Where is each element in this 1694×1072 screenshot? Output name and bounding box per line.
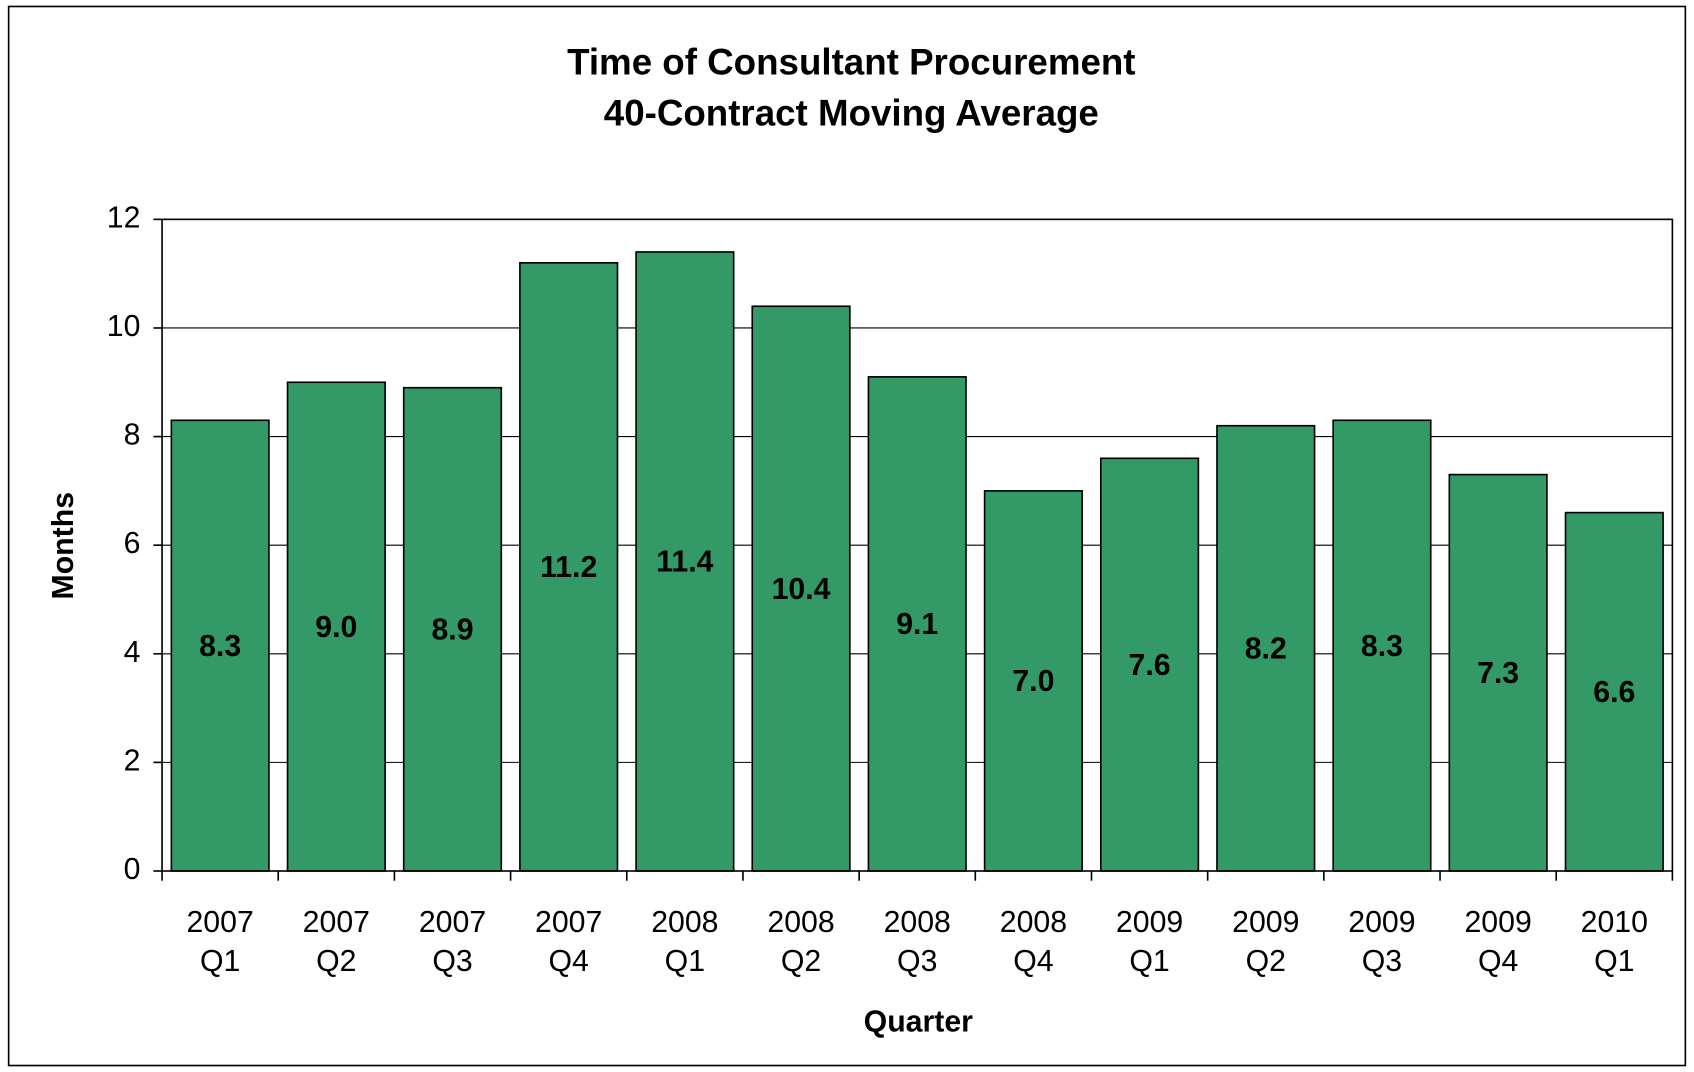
y-tick-label: 10 <box>107 310 141 343</box>
data-label: 8.3 <box>1361 630 1403 663</box>
x-tick-label: 2008 <box>651 906 718 939</box>
bar <box>1448 473 1548 872</box>
bar <box>286 381 386 872</box>
chart-title: Time of Consultant Procurement <box>567 42 1135 83</box>
data-label: 8.2 <box>1245 633 1287 666</box>
data-label: 9.1 <box>896 608 938 641</box>
data-label: 11.2 <box>540 551 597 584</box>
bar <box>1564 511 1664 872</box>
y-tick-label: 4 <box>124 636 141 669</box>
chart-subtitle: 40-Contract Moving Average <box>604 92 1099 133</box>
x-tick-label: 2009 <box>1232 906 1299 939</box>
y-tick-label: 12 <box>107 201 141 234</box>
x-tick-label: Q2 <box>316 945 356 978</box>
x-tick-label: 2007 <box>186 906 253 939</box>
x-tick-label: 2008 <box>1000 906 1067 939</box>
x-tick-label: 2008 <box>767 906 834 939</box>
x-tick-label: Q1 <box>200 945 240 978</box>
x-tick-label: 2010 <box>1581 906 1648 939</box>
data-label: 11.4 <box>656 546 713 579</box>
data-label: 8.3 <box>199 630 241 663</box>
data-label: 7.6 <box>1129 649 1171 682</box>
x-tick-label: Q1 <box>1129 945 1169 978</box>
bar <box>751 305 851 872</box>
bar <box>867 376 967 872</box>
data-label: 6.6 <box>1593 676 1635 709</box>
x-tick-label: Q3 <box>1362 945 1402 978</box>
data-label: 7.3 <box>1477 657 1519 690</box>
y-tick-label: 0 <box>124 853 141 886</box>
x-tick-label: 2007 <box>535 906 602 939</box>
bar <box>983 490 1084 872</box>
y-axis-label: Months <box>47 492 80 600</box>
x-tick-label: Q1 <box>1594 945 1634 978</box>
y-tick-label: 6 <box>124 527 141 560</box>
bar <box>635 251 735 872</box>
x-axis-label: Quarter <box>864 1005 973 1038</box>
x-tick-label: 2007 <box>303 906 370 939</box>
data-label: 10.4 <box>772 573 831 606</box>
plot-border <box>161 218 1674 872</box>
data-label: 8.9 <box>431 613 473 646</box>
bar <box>170 419 270 872</box>
y-tick-label: 2 <box>124 744 141 777</box>
x-tick-label: 2009 <box>1348 906 1415 939</box>
x-tick-label: 2008 <box>884 906 951 939</box>
x-tick-label: Q1 <box>665 945 705 978</box>
bar <box>519 262 619 872</box>
x-tick-label: Q4 <box>1478 945 1518 978</box>
x-tick-label: Q2 <box>781 945 821 978</box>
bar <box>402 386 503 872</box>
y-tick-label: 8 <box>124 419 141 452</box>
x-tick-label: 2009 <box>1116 906 1183 939</box>
bar <box>1332 419 1432 872</box>
data-label: 9.0 <box>315 611 357 644</box>
bar <box>1216 424 1316 872</box>
data-label: 7.0 <box>1012 665 1054 698</box>
x-tick-label: 2009 <box>1464 906 1531 939</box>
x-tick-label: Q2 <box>1246 945 1286 978</box>
x-tick-label: Q3 <box>897 945 937 978</box>
x-tick-label: Q4 <box>549 945 589 978</box>
x-tick-label: 2007 <box>419 906 486 939</box>
x-tick-label: Q3 <box>432 945 472 978</box>
x-tick-label: Q4 <box>1013 945 1053 978</box>
